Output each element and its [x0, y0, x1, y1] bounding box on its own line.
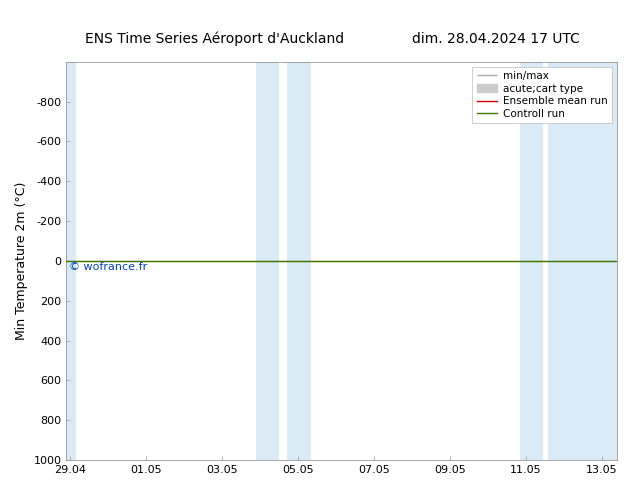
Y-axis label: Min Temperature 2m (°C): Min Temperature 2m (°C)	[15, 182, 28, 340]
Bar	[256, 62, 279, 460]
Text: dim. 28.04.2024 17 UTC: dim. 28.04.2024 17 UTC	[411, 32, 579, 46]
Bar	[67, 62, 76, 460]
Text: ENS Time Series Aéroport d'Auckland: ENS Time Series Aéroport d'Auckland	[86, 31, 344, 46]
Bar	[548, 62, 617, 460]
Bar	[520, 62, 543, 460]
Text: © wofrance.fr: © wofrance.fr	[69, 262, 148, 272]
Bar	[287, 62, 311, 460]
Legend: min/max, acute;cart type, Ensemble mean run, Controll run: min/max, acute;cart type, Ensemble mean …	[472, 67, 612, 123]
